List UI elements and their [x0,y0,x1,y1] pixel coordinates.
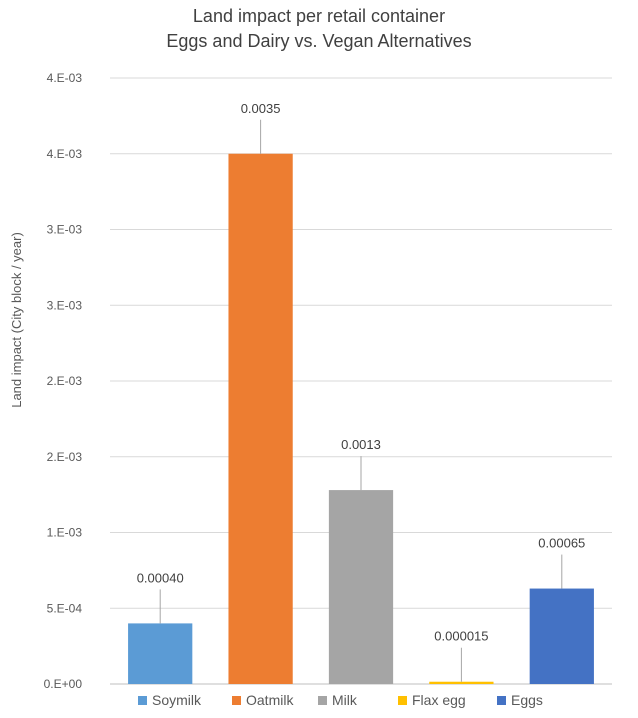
y-tick-label: 1.E-03 [47,526,83,540]
legend-label: Soymilk [152,692,202,708]
data-label: 0.00040 [137,570,184,585]
y-tick-label: 3.E-03 [47,223,83,237]
chart-subtitle: Eggs and Dairy vs. Vegan Alternatives [166,31,471,51]
legend-swatch [232,696,241,705]
legend-swatch [138,696,147,705]
bars [128,153,594,684]
data-label: 0.00065 [538,536,585,551]
y-tick-label: 0.E+00 [44,677,83,691]
y-tick-label: 4.E-03 [47,147,83,161]
legend: Soymilk Oatmilk Milk Flax egg Eggs [138,692,543,708]
bar-eggs [529,588,594,684]
y-axis-ticks: 0.E+00 5.E-04 1.E-03 2.E-03 2.E-03 3.E-03 3.E-… [44,71,83,691]
data-label: 0.000015 [434,629,488,644]
y-tick-label: 4.E-03 [47,71,83,85]
legend-swatch [398,696,407,705]
legend-label: Eggs [511,692,543,708]
gridlines [110,77,612,685]
bar-milk [328,490,394,684]
legend-swatch [318,696,327,705]
legend-label: Milk [332,692,358,708]
data-labels: 0.00040 0.0035 0.0013 0.000015 0.00065 [137,101,585,682]
legend-label: Oatmilk [246,692,294,708]
y-tick-label: 3.E-03 [47,298,83,312]
bar-flax-egg [429,681,494,684]
bar-soymilk [128,623,193,684]
legend-label: Flax egg [412,692,466,708]
legend-swatch [497,696,506,705]
data-label: 0.0013 [341,437,381,452]
y-axis-title: Land impact (City block / year) [9,232,24,408]
bar-oatmilk [228,153,293,684]
y-tick-label: 2.E-03 [47,374,83,388]
data-label: 0.0035 [241,101,281,116]
chart-title: Land impact per retail container [193,6,445,26]
y-tick-label: 2.E-03 [47,450,83,464]
y-tick-label: 5.E-04 [47,601,83,615]
